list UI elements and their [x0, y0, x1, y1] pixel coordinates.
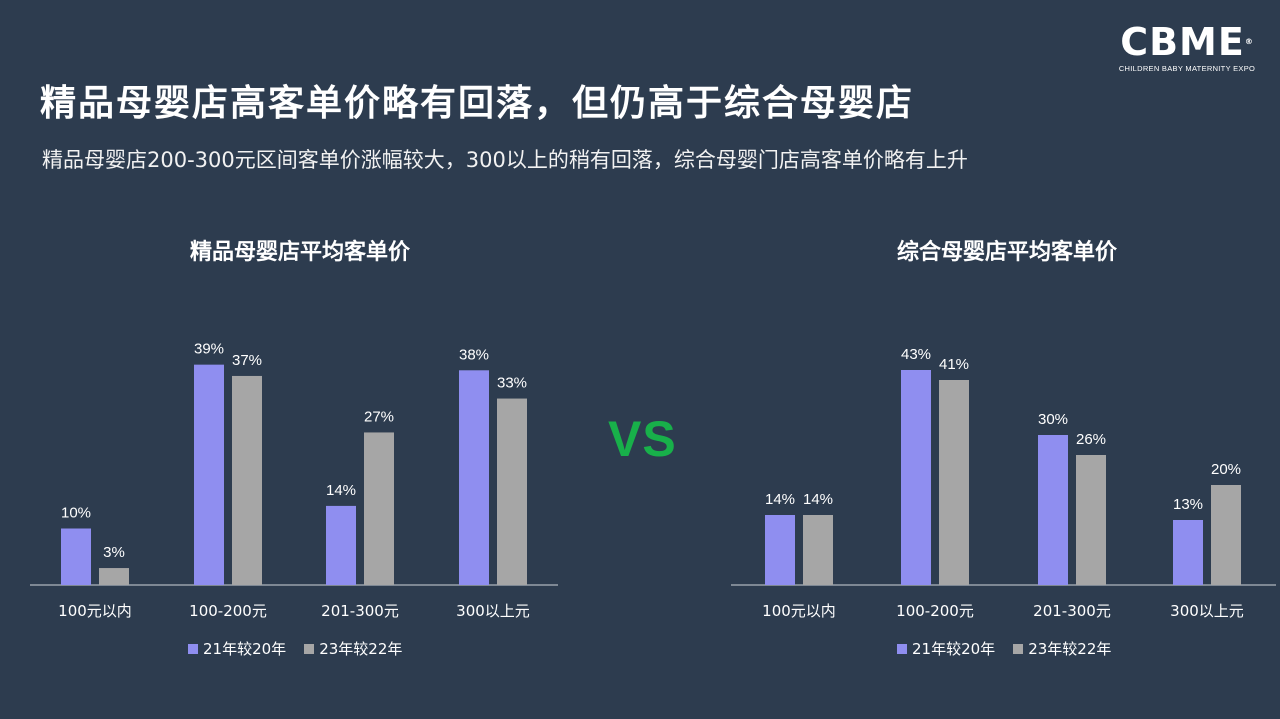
bar-series2-2	[939, 380, 969, 585]
legend-general: 21年较20年 23年较22年	[897, 638, 1129, 659]
page-subtitle: 精品母婴店200-300元区间客单价涨幅较大，300以上的稍有回落，综合母婴门店…	[42, 148, 968, 172]
bar-series1-1	[61, 528, 91, 585]
chart-title-boutique: 精品母婴店平均客单价	[190, 240, 411, 265]
bar-series2-3	[1076, 455, 1106, 585]
bar-series1-4	[1173, 520, 1203, 585]
data-label-series2-2: 37%	[232, 352, 262, 369]
data-label-series1-1: 14%	[765, 491, 795, 508]
data-label-series1-2: 43%	[901, 346, 931, 363]
cbme-logo: CBME® CHILDREN BABY MATERNITY EXPO	[1112, 22, 1262, 73]
legend-item-series2: 23年较22年	[1013, 638, 1111, 659]
data-label-series1-4: 13%	[1173, 496, 1203, 513]
chart-boutique: 10% 3% 100元以内 39% 37% 100-200元 14% 27% 201-300元 3…	[30, 341, 558, 620]
data-label-series2-3: 27%	[364, 408, 394, 425]
data-label-series1-1: 10%	[61, 505, 91, 522]
logo-mark: CBME	[1120, 20, 1245, 64]
bar-series1-2	[901, 370, 931, 585]
x-tick-label-1: 100元以内	[762, 602, 836, 620]
legend-boutique: 21年较20年 23年较22年	[188, 638, 420, 659]
logo-tagline: CHILDREN BABY MATERNITY EXPO	[1118, 64, 1256, 73]
data-label-series1-4: 38%	[459, 346, 489, 363]
data-label-series2-2: 41%	[939, 356, 969, 373]
data-label-series2-4: 33%	[497, 375, 527, 392]
data-label-series1-3: 30%	[1038, 411, 1068, 428]
bar-series2-4	[1211, 485, 1241, 585]
legend-item-series2: 23年较22年	[304, 638, 402, 659]
x-tick-label-3: 201-300元	[1033, 602, 1111, 620]
bar-series2-1	[803, 515, 833, 585]
legend-label-series1: 21年较20年	[912, 640, 996, 658]
bar-series1-3	[326, 505, 356, 585]
legend-label-series1: 21年较20年	[203, 640, 287, 658]
legend-swatch-series1	[897, 643, 907, 654]
x-tick-label-1: 100元以内	[58, 602, 132, 620]
legend-item-series1: 21年较20年	[897, 638, 995, 659]
x-tick-label-3: 201-300元	[321, 602, 399, 620]
chart-general: 14% 14% 100元以内 43% 41% 100-200元 30% 26% 201-300元…	[731, 346, 1276, 620]
data-label-series1-3: 14%	[326, 482, 356, 499]
chart-title-general: 综合母婴店平均客单价	[897, 240, 1118, 265]
page-title: 精品母婴店高客单价略有回落，但仍高于综合母婴店	[40, 83, 915, 124]
data-label-series2-4: 20%	[1211, 461, 1241, 478]
data-label-series2-1: 3%	[103, 544, 125, 561]
bar-series1-2	[194, 364, 224, 585]
legend-swatch-series2	[304, 643, 315, 654]
x-tick-label-2: 100-200元	[896, 602, 974, 620]
bar-series1-3	[1038, 435, 1068, 585]
data-label-series2-3: 26%	[1076, 431, 1106, 448]
x-tick-label-4: 300以上元	[456, 602, 530, 620]
bar-series2-2	[232, 375, 262, 585]
legend-item-series1: 21年较20年	[188, 638, 286, 659]
x-tick-label-4: 300以上元	[1170, 602, 1244, 620]
bar-series2-3	[364, 432, 394, 585]
bar-series2-1	[99, 568, 129, 585]
legend-swatch-series2	[1013, 643, 1024, 654]
logo-registered: ®	[1244, 37, 1254, 46]
data-label-series2-1: 14%	[803, 491, 833, 508]
bar-series1-1	[765, 515, 795, 585]
legend-label-series2: 23年较22年	[1028, 640, 1112, 658]
x-tick-label-2: 100-200元	[189, 602, 267, 620]
legend-swatch-series1	[188, 643, 198, 654]
data-label-series1-2: 39%	[194, 341, 224, 358]
vs-label: VS	[608, 411, 677, 467]
bar-series1-4	[459, 370, 489, 585]
bar-series2-4	[497, 398, 527, 585]
legend-label-series2: 23年较22年	[319, 640, 403, 658]
